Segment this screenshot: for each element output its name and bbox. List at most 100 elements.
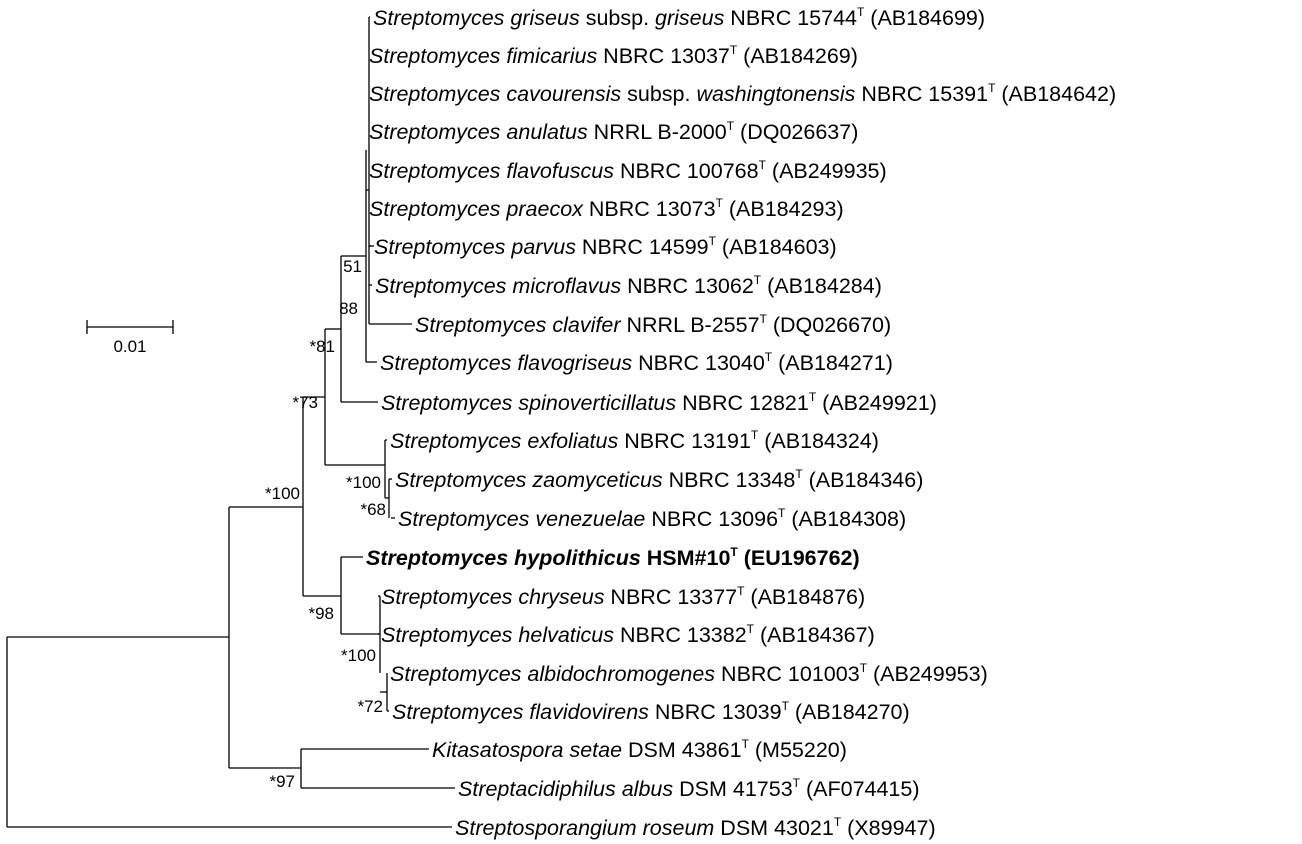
- taxon-venezuelae-part-1: NBRC 13096: [645, 507, 778, 531]
- taxon-hypolithicus-type-mark: T: [730, 545, 738, 559]
- taxon-flavofuscus-accession: (AB249935): [766, 159, 887, 183]
- taxon-helvaticus-accession: (AB184367): [754, 623, 875, 647]
- taxon-microflavus-type-mark: T: [754, 273, 762, 287]
- taxon-kitasatospora-accession: (M55220): [749, 738, 847, 762]
- taxon-streptacidiphilus-part-1: DSM 41753: [673, 777, 793, 801]
- taxon-label-streptosporangium: Streptosporangium roseum DSM 43021T (X89…: [455, 815, 936, 840]
- taxon-chryseus-type-mark: T: [737, 584, 745, 598]
- taxon-griseus-type-mark: T: [857, 5, 865, 19]
- taxon-parvus-part-0: Streptomyces parvus: [374, 235, 576, 259]
- scale-bar: 0.01: [86, 320, 174, 356]
- taxon-label-zaomyceticus: Streptomyces zaomyceticus NBRC 13348T (A…: [395, 467, 923, 492]
- scale-bar-label: 0.01: [113, 337, 146, 356]
- taxon-clavifer-part-1: NRRL B-2557: [621, 313, 760, 337]
- taxon-label-kitasatospora: Kitasatospora setae DSM 43861T (M55220): [432, 737, 847, 762]
- taxon-flavofuscus-part-1: NBRC 100768: [614, 159, 759, 183]
- taxon-cavourensis-accession: (AB184642): [995, 82, 1116, 106]
- taxon-venezuelae-type-mark: T: [778, 506, 786, 520]
- bootstrap-n68: *68: [360, 500, 386, 519]
- taxon-flavidovirens-part-0: Streptomyces flavidovirens: [392, 700, 649, 724]
- taxon-label-fimicarius: Streptomyces fimicarius NBRC 13037T (AB1…: [369, 43, 858, 68]
- taxon-label-venezuelae: Streptomyces venezuelae NBRC 13096T (AB1…: [398, 506, 906, 531]
- taxon-hypolithicus-part-1: HSM#10: [641, 546, 731, 570]
- taxon-label-microflavus: Streptomyces microflavus NBRC 13062T (AB…: [375, 273, 882, 298]
- taxon-zaomyceticus-part-1: NBRC 13348: [663, 468, 796, 492]
- taxon-flavofuscus-type-mark: T: [759, 158, 767, 172]
- taxon-cavourensis-part-3: NBRC 15391: [855, 82, 988, 106]
- taxon-streptosporangium-part-0: Streptosporangium roseum: [455, 816, 714, 840]
- taxon-streptosporangium-accession: (X89947): [841, 816, 935, 840]
- taxon-spinoverticillatus-type-mark: T: [809, 390, 817, 404]
- taxon-exfoliatus-part-0: Streptomyces exfoliatus: [390, 429, 618, 453]
- taxon-griseus-accession: (AB184699): [864, 6, 985, 30]
- taxon-griseus-part-2: griseus: [655, 6, 725, 30]
- taxon-praecox-part-1: NBRC 13073: [583, 197, 716, 221]
- tree-branches: [6, 16, 455, 828]
- taxon-helvaticus-part-0: Streptomyces helvaticus: [381, 623, 614, 647]
- taxon-chryseus-part-1: NBRC 13377: [604, 585, 737, 609]
- taxon-streptacidiphilus-type-mark: T: [793, 776, 801, 790]
- taxon-label-streptacidiphilus: Streptacidiphilus albus DSM 41753T (AF07…: [458, 776, 920, 801]
- taxon-label-flavofuscus: Streptomyces flavofuscus NBRC 100768T (A…: [369, 158, 887, 183]
- taxon-label-hypolithicus: Streptomyces hypolithicus HSM#10T (EU196…: [366, 545, 860, 570]
- taxon-flavidovirens-part-1: NBRC 13039: [649, 700, 782, 724]
- taxon-exfoliatus-type-mark: T: [751, 428, 759, 442]
- taxon-kitasatospora-part-0: Kitasatospora setae: [432, 738, 622, 762]
- taxon-parvus-accession: (AB184603): [716, 235, 837, 259]
- bootstrap-n88: 88: [339, 299, 358, 318]
- taxon-spinoverticillatus-accession: (AB249921): [816, 391, 937, 415]
- taxon-albidochromogenes-part-1: NBRC 101003: [715, 662, 860, 686]
- taxon-clavifer-part-0: Streptomyces clavifer: [415, 313, 621, 337]
- taxon-clavifer-type-mark: T: [760, 312, 768, 326]
- taxon-hypolithicus-accession: (EU196762): [738, 546, 860, 570]
- taxon-cavourensis-part-2: washingtonensis: [696, 82, 855, 106]
- taxon-microflavus-part-0: Streptomyces microflavus: [375, 274, 621, 298]
- taxon-label-helvaticus: Streptomyces helvaticus NBRC 13382T (AB1…: [381, 622, 875, 647]
- taxon-streptosporangium-part-1: DSM 43021: [714, 816, 834, 840]
- taxon-fimicarius-part-1: NBRC 13037: [597, 44, 730, 68]
- taxon-helvaticus-type-mark: T: [747, 622, 755, 636]
- taxon-cavourensis-part-0: Streptomyces cavourensis: [369, 82, 621, 106]
- taxon-venezuelae-accession: (AB184308): [785, 507, 906, 531]
- taxon-cavourensis-part-1: subsp.: [621, 82, 696, 106]
- bootstrap-n51: 51: [343, 257, 362, 276]
- bootstrap-n100b: *100: [265, 484, 300, 503]
- taxon-clavifer-accession: (DQ026670): [767, 313, 891, 337]
- taxon-albidochromogenes-type-mark: T: [860, 661, 868, 675]
- taxon-label-albidochromogenes: Streptomyces albidochromogenes NBRC 1010…: [390, 661, 988, 686]
- taxon-griseus-part-1: subsp.: [580, 6, 655, 30]
- taxon-flavofuscus-part-0: Streptomyces flavofuscus: [369, 159, 614, 183]
- taxon-label-cavourensis: Streptomyces cavourensis subsp. washingt…: [369, 81, 1116, 106]
- taxon-label-anulatus: Streptomyces anulatus NRRL B-2000T (DQ02…: [369, 119, 858, 144]
- taxon-griseus-part-3: NBRC 15744: [724, 6, 857, 30]
- bootstrap-n72: *72: [357, 697, 383, 716]
- taxon-exfoliatus-part-1: NBRC 13191: [618, 429, 751, 453]
- taxon-label-praecox: Streptomyces praecox NBRC 13073T (AB1842…: [369, 196, 844, 221]
- taxon-label-flavidovirens: Streptomyces flavidovirens NBRC 13039T (…: [392, 699, 910, 724]
- taxon-anulatus-part-1: NRRL B-2000: [588, 120, 727, 144]
- taxon-anulatus-accession: (DQ026637): [734, 120, 858, 144]
- taxon-label-spinoverticillatus: Streptomyces spinoverticillatus NBRC 128…: [381, 390, 937, 415]
- taxon-spinoverticillatus-part-0: Streptomyces spinoverticillatus: [381, 391, 676, 415]
- bootstrap-n100a: *100: [346, 473, 381, 492]
- taxon-streptacidiphilus-accession: (AF074415): [800, 777, 920, 801]
- taxon-flavidovirens-accession: (AB184270): [789, 700, 910, 724]
- taxon-label-parvus: Streptomyces parvus NBRC 14599T (AB18460…: [374, 234, 837, 259]
- taxon-streptacidiphilus-part-0: Streptacidiphilus albus: [458, 777, 673, 801]
- taxon-zaomyceticus-accession: (AB184346): [803, 468, 924, 492]
- taxon-kitasatospora-part-1: DSM 43861: [622, 738, 742, 762]
- bootstrap-n98: *98: [308, 604, 334, 623]
- taxon-flavogriseus-part-0: Streptomyces flavogriseus: [380, 351, 632, 375]
- taxon-flavogriseus-part-1: NBRC 13040: [632, 351, 765, 375]
- taxon-anulatus-type-mark: T: [727, 119, 735, 133]
- bootstrap-n100c: *100: [341, 646, 376, 665]
- taxon-fimicarius-part-0: Streptomyces fimicarius: [369, 44, 597, 68]
- taxon-kitasatospora-type-mark: T: [742, 737, 750, 751]
- taxon-spinoverticillatus-part-1: NBRC 12821: [676, 391, 809, 415]
- taxon-griseus-part-0: Streptomyces griseus: [373, 6, 580, 30]
- taxon-flavogriseus-accession: (AB184271): [772, 351, 893, 375]
- taxon-streptosporangium-type-mark: T: [834, 815, 842, 829]
- taxon-helvaticus-part-1: NBRC 13382: [614, 623, 747, 647]
- taxon-chryseus-accession: (AB184876): [744, 585, 865, 609]
- taxon-cavourensis-type-mark: T: [988, 81, 996, 95]
